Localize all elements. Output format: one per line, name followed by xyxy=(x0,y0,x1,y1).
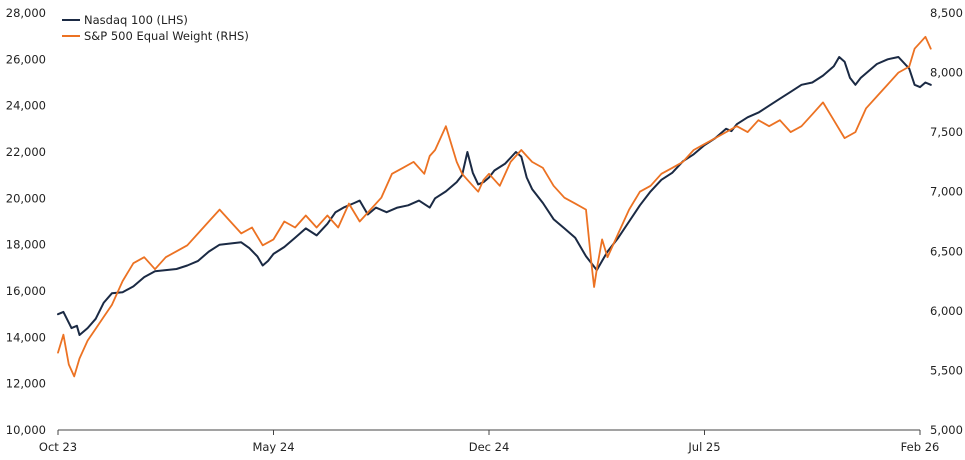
left-tick-label: 22,000 xyxy=(6,145,46,159)
right-tick-label: 8,500 xyxy=(930,6,963,20)
legend-label: S&P 500 Equal Weight (RHS) xyxy=(84,29,249,43)
legend: Nasdaq 100 (LHS) S&P 500 Equal Weight (RH… xyxy=(62,13,249,43)
left-tick-label: 20,000 xyxy=(6,191,46,205)
x-tick-label: May 24 xyxy=(252,440,294,454)
left-tick-label: 26,000 xyxy=(6,52,46,66)
right-tick-label: 7,000 xyxy=(930,185,963,199)
series-layer xyxy=(57,35,932,378)
left-tick-label: 18,000 xyxy=(6,238,46,252)
left-axis-ticks: 10,000 12,000 14,000 16,000 18,000 20,000 22,0… xyxy=(6,6,46,437)
left-tick-label: 14,000 xyxy=(6,330,46,344)
right-axis-ticks: 5,000 5,500 6,000 6,500 7,000 7,500 8,000 8,500 xyxy=(930,6,963,437)
right-tick-label: 6,500 xyxy=(930,244,963,258)
right-tick-label: 7,500 xyxy=(930,125,963,139)
legend-label: Nasdaq 100 (LHS) xyxy=(84,13,188,27)
sp500-equal-weight-line xyxy=(57,35,932,378)
x-tick-label: Oct 23 xyxy=(39,440,77,454)
left-tick-label: 16,000 xyxy=(6,284,46,298)
x-tick-label: Jul 25 xyxy=(687,440,720,454)
x-axis-ticks: Oct 23 May 24 Dec 24 Jul 25 Feb 26 xyxy=(39,430,939,454)
x-tick-label: Feb 26 xyxy=(901,440,940,454)
left-tick-label: 10,000 xyxy=(6,423,46,437)
left-tick-label: 28,000 xyxy=(6,6,46,20)
left-tick-label: 12,000 xyxy=(6,377,46,391)
left-tick-label: 24,000 xyxy=(6,99,46,113)
right-tick-label: 5,500 xyxy=(930,363,963,377)
right-tick-label: 6,000 xyxy=(930,304,963,318)
right-tick-label: 5,000 xyxy=(930,423,963,437)
right-tick-label: 8,000 xyxy=(930,66,963,80)
nasdaq-100-line xyxy=(57,56,932,336)
x-tick-label: Dec 24 xyxy=(469,440,510,454)
